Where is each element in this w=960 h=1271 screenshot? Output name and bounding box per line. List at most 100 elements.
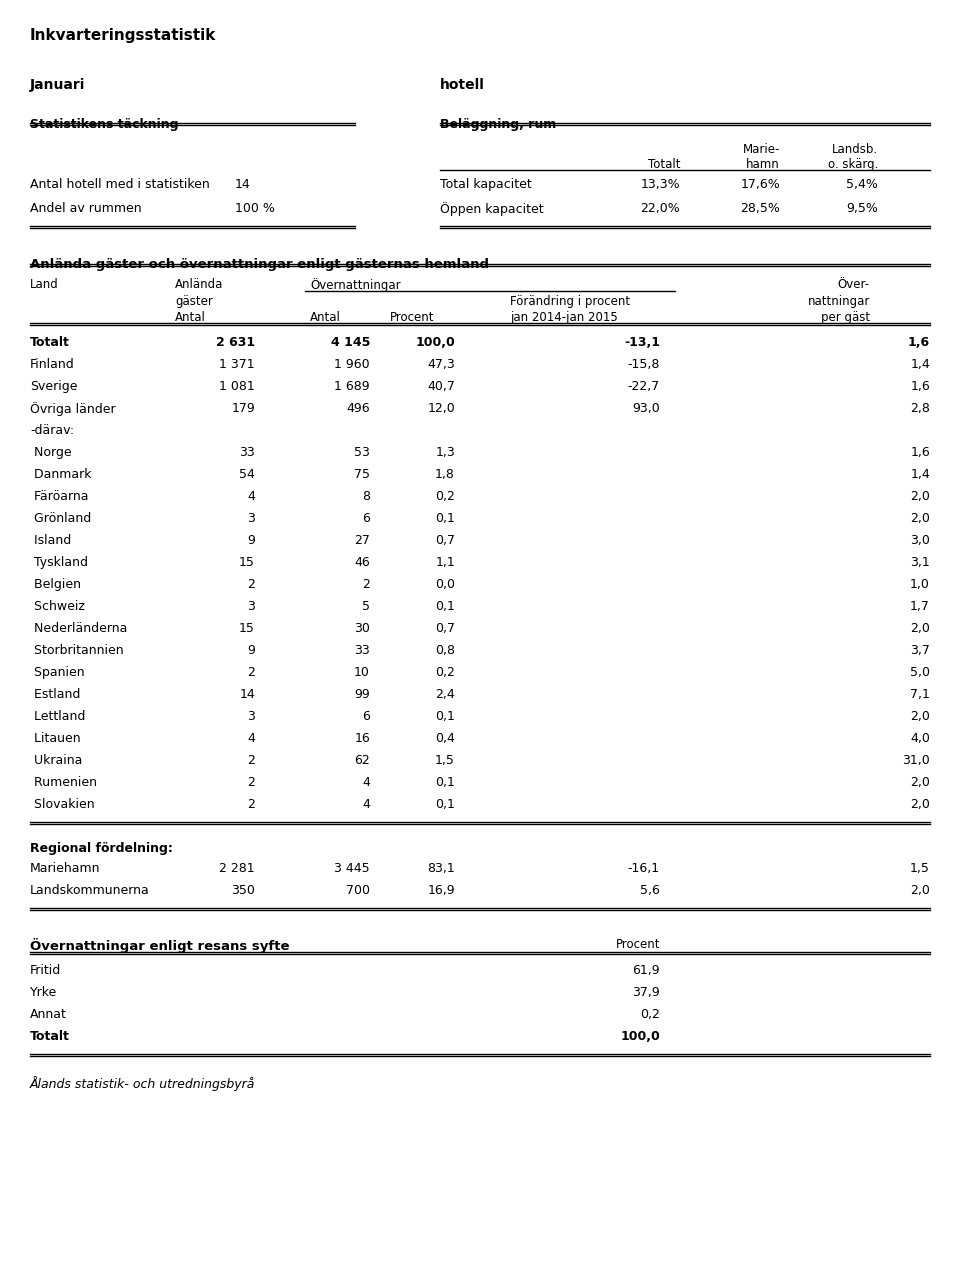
- Text: 0,1: 0,1: [435, 600, 455, 613]
- Text: Övriga länder: Övriga länder: [30, 402, 115, 416]
- Text: 46: 46: [354, 555, 370, 569]
- Text: 700: 700: [346, 885, 370, 897]
- Text: 2,0: 2,0: [910, 622, 930, 636]
- Text: 1,4: 1,4: [910, 468, 930, 480]
- Text: nattningar: nattningar: [807, 295, 870, 308]
- Text: Fritid: Fritid: [30, 963, 61, 977]
- Text: Statistikens täckning: Statistikens täckning: [30, 118, 179, 131]
- Text: Andel av rummen: Andel av rummen: [30, 202, 142, 215]
- Text: 5,6: 5,6: [640, 885, 660, 897]
- Text: 100,0: 100,0: [416, 336, 455, 350]
- Text: 75: 75: [354, 468, 370, 480]
- Text: per gäst: per gäst: [821, 311, 870, 324]
- Text: Schweiz: Schweiz: [30, 600, 84, 613]
- Text: 1,8: 1,8: [435, 468, 455, 480]
- Text: 16: 16: [354, 732, 370, 745]
- Text: 61,9: 61,9: [633, 963, 660, 977]
- Text: 0,8: 0,8: [435, 644, 455, 657]
- Text: 54: 54: [239, 468, 255, 480]
- Text: 0,7: 0,7: [435, 534, 455, 547]
- Text: 13,3%: 13,3%: [640, 178, 680, 191]
- Text: 0,1: 0,1: [435, 512, 455, 525]
- Text: Belgien: Belgien: [30, 578, 81, 591]
- Text: Sverige: Sverige: [30, 380, 78, 393]
- Text: 5,4%: 5,4%: [846, 178, 878, 191]
- Text: 2: 2: [247, 798, 255, 811]
- Text: 1,4: 1,4: [910, 358, 930, 371]
- Text: 4: 4: [247, 732, 255, 745]
- Text: 0,1: 0,1: [435, 777, 455, 789]
- Text: 4,0: 4,0: [910, 732, 930, 745]
- Text: 9,5%: 9,5%: [846, 202, 878, 215]
- Text: Förändring i procent: Förändring i procent: [510, 295, 630, 308]
- Text: 40,7: 40,7: [427, 380, 455, 393]
- Text: 3,1: 3,1: [910, 555, 930, 569]
- Text: 3: 3: [247, 512, 255, 525]
- Text: 2,0: 2,0: [910, 885, 930, 897]
- Text: 1,7: 1,7: [910, 600, 930, 613]
- Text: Marie-: Marie-: [743, 144, 780, 156]
- Text: 2,0: 2,0: [910, 491, 930, 503]
- Text: 53: 53: [354, 446, 370, 459]
- Text: 10: 10: [354, 666, 370, 679]
- Text: 28,5%: 28,5%: [740, 202, 780, 215]
- Text: 1 081: 1 081: [219, 380, 255, 393]
- Text: 37,9: 37,9: [633, 986, 660, 999]
- Text: 12,0: 12,0: [427, 402, 455, 416]
- Text: 0,4: 0,4: [435, 732, 455, 745]
- Text: Procent: Procent: [390, 311, 435, 324]
- Text: 14: 14: [239, 688, 255, 702]
- Text: 2 631: 2 631: [216, 336, 255, 350]
- Text: o. skärg.: o. skärg.: [828, 158, 878, 172]
- Text: Island: Island: [30, 534, 71, 547]
- Text: Totalt: Totalt: [30, 1030, 70, 1043]
- Text: 1,6: 1,6: [910, 446, 930, 459]
- Text: -22,7: -22,7: [628, 380, 660, 393]
- Text: 2,0: 2,0: [910, 777, 930, 789]
- Text: 6: 6: [362, 512, 370, 525]
- Text: 15: 15: [239, 622, 255, 636]
- Text: Grönland: Grönland: [30, 512, 91, 525]
- Text: 17,6%: 17,6%: [740, 178, 780, 191]
- Text: 33: 33: [354, 644, 370, 657]
- Text: 350: 350: [231, 885, 255, 897]
- Text: 16,9: 16,9: [427, 885, 455, 897]
- Text: Mariehamn: Mariehamn: [30, 862, 101, 874]
- Text: 2,0: 2,0: [910, 798, 930, 811]
- Text: Spanien: Spanien: [30, 666, 84, 679]
- Text: -därav:: -därav:: [30, 425, 74, 437]
- Text: Inkvarteringsstatistik: Inkvarteringsstatistik: [30, 28, 216, 43]
- Text: 1,5: 1,5: [435, 754, 455, 766]
- Text: 2,4: 2,4: [435, 688, 455, 702]
- Text: 1,1: 1,1: [435, 555, 455, 569]
- Text: Finland: Finland: [30, 358, 75, 371]
- Text: Tyskland: Tyskland: [30, 555, 88, 569]
- Text: 22,0%: 22,0%: [640, 202, 680, 215]
- Text: Estland: Estland: [30, 688, 81, 702]
- Text: 0,2: 0,2: [640, 1008, 660, 1021]
- Text: 1 960: 1 960: [334, 358, 370, 371]
- Text: 100,0: 100,0: [620, 1030, 660, 1043]
- Text: 1,0: 1,0: [910, 578, 930, 591]
- Text: 3,0: 3,0: [910, 534, 930, 547]
- Text: Januari: Januari: [30, 78, 85, 92]
- Text: 2,0: 2,0: [910, 512, 930, 525]
- Text: 31,0: 31,0: [902, 754, 930, 766]
- Text: 0,2: 0,2: [435, 491, 455, 503]
- Text: 2: 2: [247, 578, 255, 591]
- Text: Anlända: Anlända: [175, 278, 224, 291]
- Text: Antal: Antal: [175, 311, 205, 324]
- Text: Annat: Annat: [30, 1008, 67, 1021]
- Text: 2: 2: [247, 666, 255, 679]
- Text: 0,7: 0,7: [435, 622, 455, 636]
- Text: 4 145: 4 145: [330, 336, 370, 350]
- Text: Totalt: Totalt: [647, 158, 680, 172]
- Text: 0,1: 0,1: [435, 710, 455, 723]
- Text: 33: 33: [239, 446, 255, 459]
- Text: Över-: Över-: [838, 278, 870, 291]
- Text: 2: 2: [247, 754, 255, 766]
- Text: 1 371: 1 371: [220, 358, 255, 371]
- Text: 1,6: 1,6: [910, 380, 930, 393]
- Text: 4: 4: [247, 491, 255, 503]
- Text: Landsb.: Landsb.: [832, 144, 878, 156]
